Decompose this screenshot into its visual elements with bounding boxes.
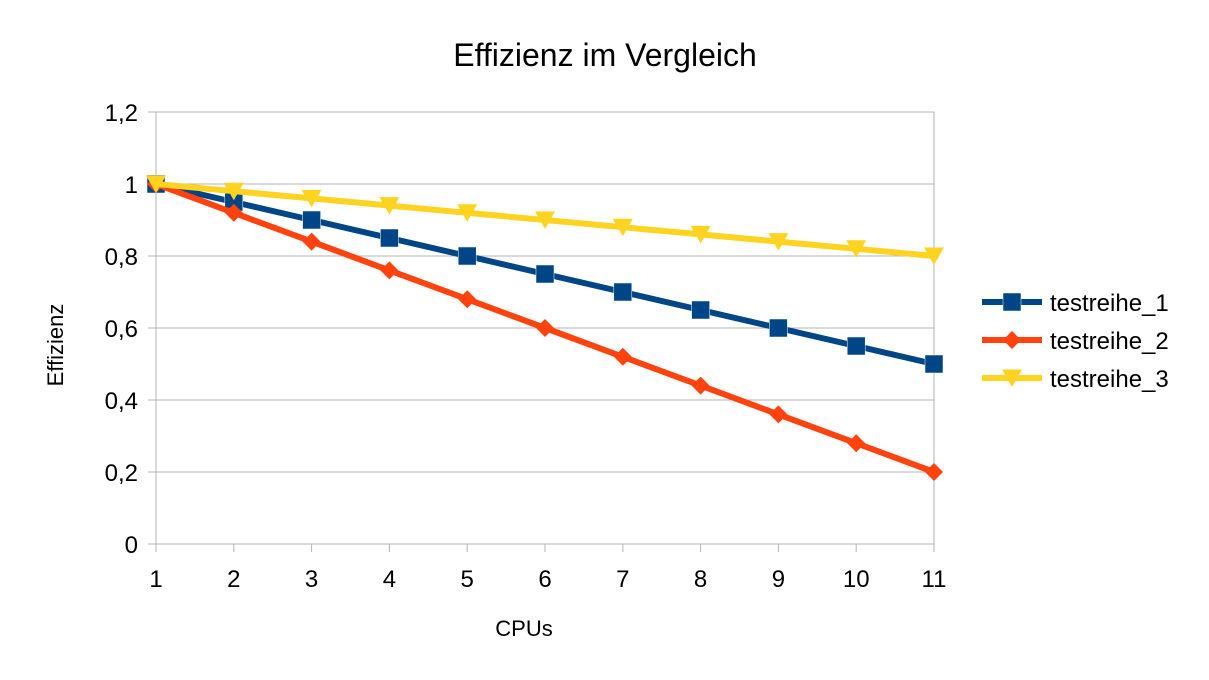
data-point	[846, 240, 867, 258]
x-tick-label: 6	[538, 566, 551, 593]
data-point	[925, 463, 943, 481]
data-point	[846, 336, 866, 356]
series-testreihe_1	[146, 174, 944, 374]
y-tick-label: 0,8	[105, 244, 138, 271]
data-point	[924, 354, 944, 374]
data-point	[457, 204, 478, 222]
chart-title: Effizienz im Vergleich	[453, 37, 757, 73]
legend-swatch-marker	[1002, 369, 1022, 387]
data-point	[302, 232, 321, 251]
series-testreihe_3	[146, 175, 944, 265]
y-tick-label: 1	[125, 172, 138, 199]
series-layer	[146, 174, 944, 481]
legend: testreihe_1 testreihe_2 testreihe_3	[982, 290, 1169, 393]
data-point	[535, 264, 555, 284]
y-tick-label: 0,6	[105, 316, 138, 343]
y-axis-title: Effizienz	[43, 304, 68, 387]
data-point	[302, 210, 321, 230]
data-point	[613, 347, 632, 366]
x-tick-label: 11	[922, 566, 947, 593]
legend-swatch-marker	[1003, 331, 1021, 349]
data-point	[301, 189, 322, 208]
data-point	[458, 290, 477, 309]
data-point	[769, 405, 788, 424]
data-point	[535, 211, 555, 229]
data-point	[223, 182, 244, 201]
legend-label: testreihe_3	[1050, 366, 1169, 393]
legend-item: testreihe_1	[982, 290, 1169, 317]
data-point	[690, 225, 711, 244]
x-tick-label: 2	[227, 566, 240, 593]
y-tick-labels: 0 0,2 0,4 0,6 0,8 1 1,2	[105, 100, 138, 559]
data-point	[769, 318, 788, 338]
data-point	[380, 228, 399, 248]
data-point	[146, 175, 166, 193]
data-point	[457, 246, 477, 266]
y-tick-label: 0,4	[105, 388, 138, 415]
x-tick-label: 7	[616, 566, 629, 593]
data-point	[924, 247, 944, 265]
data-point	[691, 376, 710, 395]
x-tick-label: 9	[772, 566, 785, 593]
data-point	[691, 300, 710, 320]
x-tick-label: 4	[383, 566, 396, 593]
series-testreihe_2	[147, 175, 943, 481]
legend-label: testreihe_1	[1050, 290, 1169, 317]
data-point	[379, 197, 400, 215]
data-point	[536, 319, 554, 337]
y-tick-label: 0	[125, 532, 138, 559]
legend-item: testreihe_3	[982, 366, 1169, 393]
legend-item: testreihe_2	[982, 328, 1169, 355]
legend-swatch-marker	[1002, 292, 1022, 312]
x-tick-label: 10	[843, 566, 870, 593]
y-tick-label: 1,2	[105, 100, 138, 127]
legend-label: testreihe_2	[1050, 328, 1169, 355]
data-point	[613, 282, 633, 302]
data-point	[847, 434, 866, 453]
data-point	[380, 261, 399, 280]
x-tick-labels: 1 2 3 4 5 6 7 8 9 10 11	[149, 566, 946, 593]
data-point	[612, 218, 633, 237]
data-point	[224, 203, 243, 222]
x-tick-label: 8	[694, 566, 707, 593]
x-tick-label: 1	[149, 566, 162, 593]
data-point	[768, 233, 789, 251]
x-tick-label: 3	[305, 566, 318, 593]
x-axis-title: CPUs	[495, 616, 552, 641]
x-tick-label: 5	[461, 566, 474, 593]
y-tick-label: 0,2	[105, 460, 138, 487]
